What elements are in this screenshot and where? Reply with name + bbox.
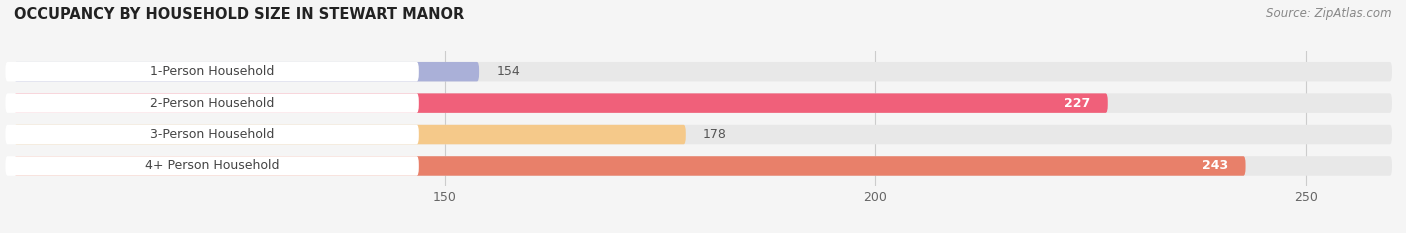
Text: 3-Person Household: 3-Person Household <box>150 128 274 141</box>
FancyBboxPatch shape <box>6 62 419 81</box>
FancyBboxPatch shape <box>6 125 419 144</box>
Text: 2-Person Household: 2-Person Household <box>150 97 274 110</box>
Text: 178: 178 <box>703 128 727 141</box>
Text: 4+ Person Household: 4+ Person Household <box>145 159 280 172</box>
Text: 227: 227 <box>1064 97 1091 110</box>
Text: Source: ZipAtlas.com: Source: ZipAtlas.com <box>1267 7 1392 20</box>
FancyBboxPatch shape <box>14 156 1246 176</box>
FancyBboxPatch shape <box>14 125 686 144</box>
FancyBboxPatch shape <box>14 62 479 81</box>
FancyBboxPatch shape <box>14 125 1392 144</box>
Text: 1-Person Household: 1-Person Household <box>150 65 274 78</box>
Text: 243: 243 <box>1202 159 1229 172</box>
FancyBboxPatch shape <box>6 156 419 176</box>
FancyBboxPatch shape <box>14 156 1392 176</box>
Text: OCCUPANCY BY HOUSEHOLD SIZE IN STEWART MANOR: OCCUPANCY BY HOUSEHOLD SIZE IN STEWART M… <box>14 7 464 22</box>
Text: 154: 154 <box>496 65 520 78</box>
FancyBboxPatch shape <box>14 93 1108 113</box>
FancyBboxPatch shape <box>6 93 419 113</box>
FancyBboxPatch shape <box>14 93 1392 113</box>
FancyBboxPatch shape <box>14 62 1392 81</box>
